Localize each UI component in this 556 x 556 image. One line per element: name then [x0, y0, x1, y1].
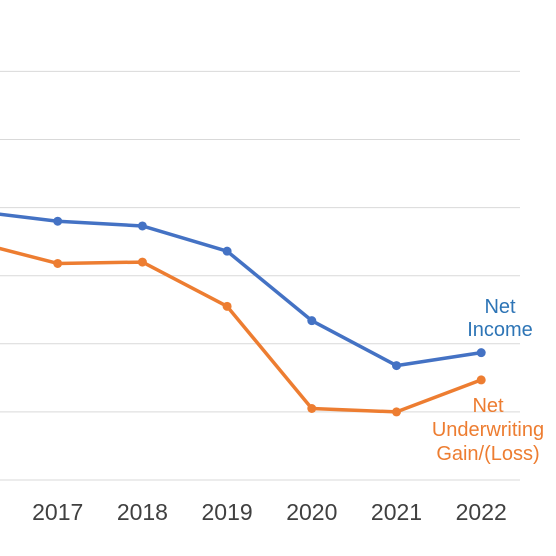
x-tick-label: 2018 — [117, 499, 168, 525]
series-label-line: Income — [467, 319, 533, 341]
x-tick-label: 2019 — [202, 499, 253, 525]
data-point — [307, 403, 317, 413]
series-points — [53, 216, 486, 417]
x-tick-label: 2017 — [32, 499, 83, 525]
series-label-line: Net — [472, 395, 504, 417]
data-point — [307, 316, 317, 326]
series-label-line: Net — [484, 296, 516, 318]
x-tick-label: 2022 — [456, 499, 507, 525]
data-point — [53, 216, 63, 226]
x-tick-label: 2021 — [371, 499, 422, 525]
series-label-line: Underwriting — [432, 419, 544, 441]
series-label-line: Gain/(Loss) — [436, 443, 539, 465]
series-lines — [0, 212, 483, 414]
data-point — [222, 246, 232, 256]
data-point — [392, 407, 401, 417]
x-tick-label: 2020 — [286, 499, 337, 525]
data-point — [222, 301, 232, 311]
data-point — [476, 348, 486, 358]
data-point — [392, 361, 401, 371]
data-point — [53, 258, 63, 268]
series-label-1: Net Income — [467, 296, 533, 341]
series-line-2 — [0, 246, 483, 414]
x-axis-tick-labels: 2017 2018 2019 2020 2021 2022 — [32, 499, 507, 525]
data-point — [476, 375, 486, 385]
data-point — [137, 221, 147, 231]
series-label-2: Net Underwriting Gain/(Loss) — [432, 395, 544, 465]
series-line-1 — [0, 212, 483, 368]
data-point — [137, 257, 147, 267]
